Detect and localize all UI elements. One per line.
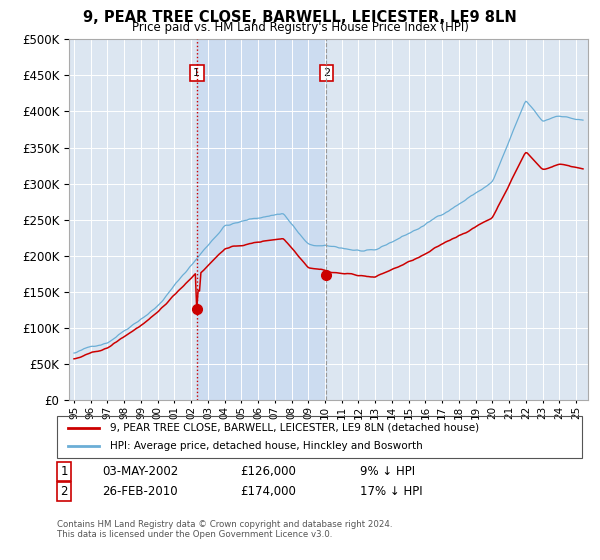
Text: 9% ↓ HPI: 9% ↓ HPI [360,465,415,478]
Text: 1: 1 [193,68,200,78]
Text: 03-MAY-2002: 03-MAY-2002 [102,465,178,478]
Bar [197,39,326,400]
Text: 2: 2 [61,485,68,498]
Text: HPI: Average price, detached house, Hinckley and Bosworth: HPI: Average price, detached house, Hinc… [110,441,422,451]
Text: £126,000: £126,000 [240,465,296,478]
Text: 9, PEAR TREE CLOSE, BARWELL, LEICESTER, LE9 8LN: 9, PEAR TREE CLOSE, BARWELL, LEICESTER, … [83,10,517,25]
Text: 1: 1 [61,465,68,478]
Text: 17% ↓ HPI: 17% ↓ HPI [360,485,422,498]
Text: 2: 2 [323,68,330,78]
Text: £174,000: £174,000 [240,485,296,498]
Text: Price paid vs. HM Land Registry's House Price Index (HPI): Price paid vs. HM Land Registry's House … [131,21,469,34]
Text: 9, PEAR TREE CLOSE, BARWELL, LEICESTER, LE9 8LN (detached house): 9, PEAR TREE CLOSE, BARWELL, LEICESTER, … [110,423,479,433]
Text: Contains HM Land Registry data © Crown copyright and database right 2024.
This d: Contains HM Land Registry data © Crown c… [57,520,392,539]
Text: 26-FEB-2010: 26-FEB-2010 [102,485,178,498]
